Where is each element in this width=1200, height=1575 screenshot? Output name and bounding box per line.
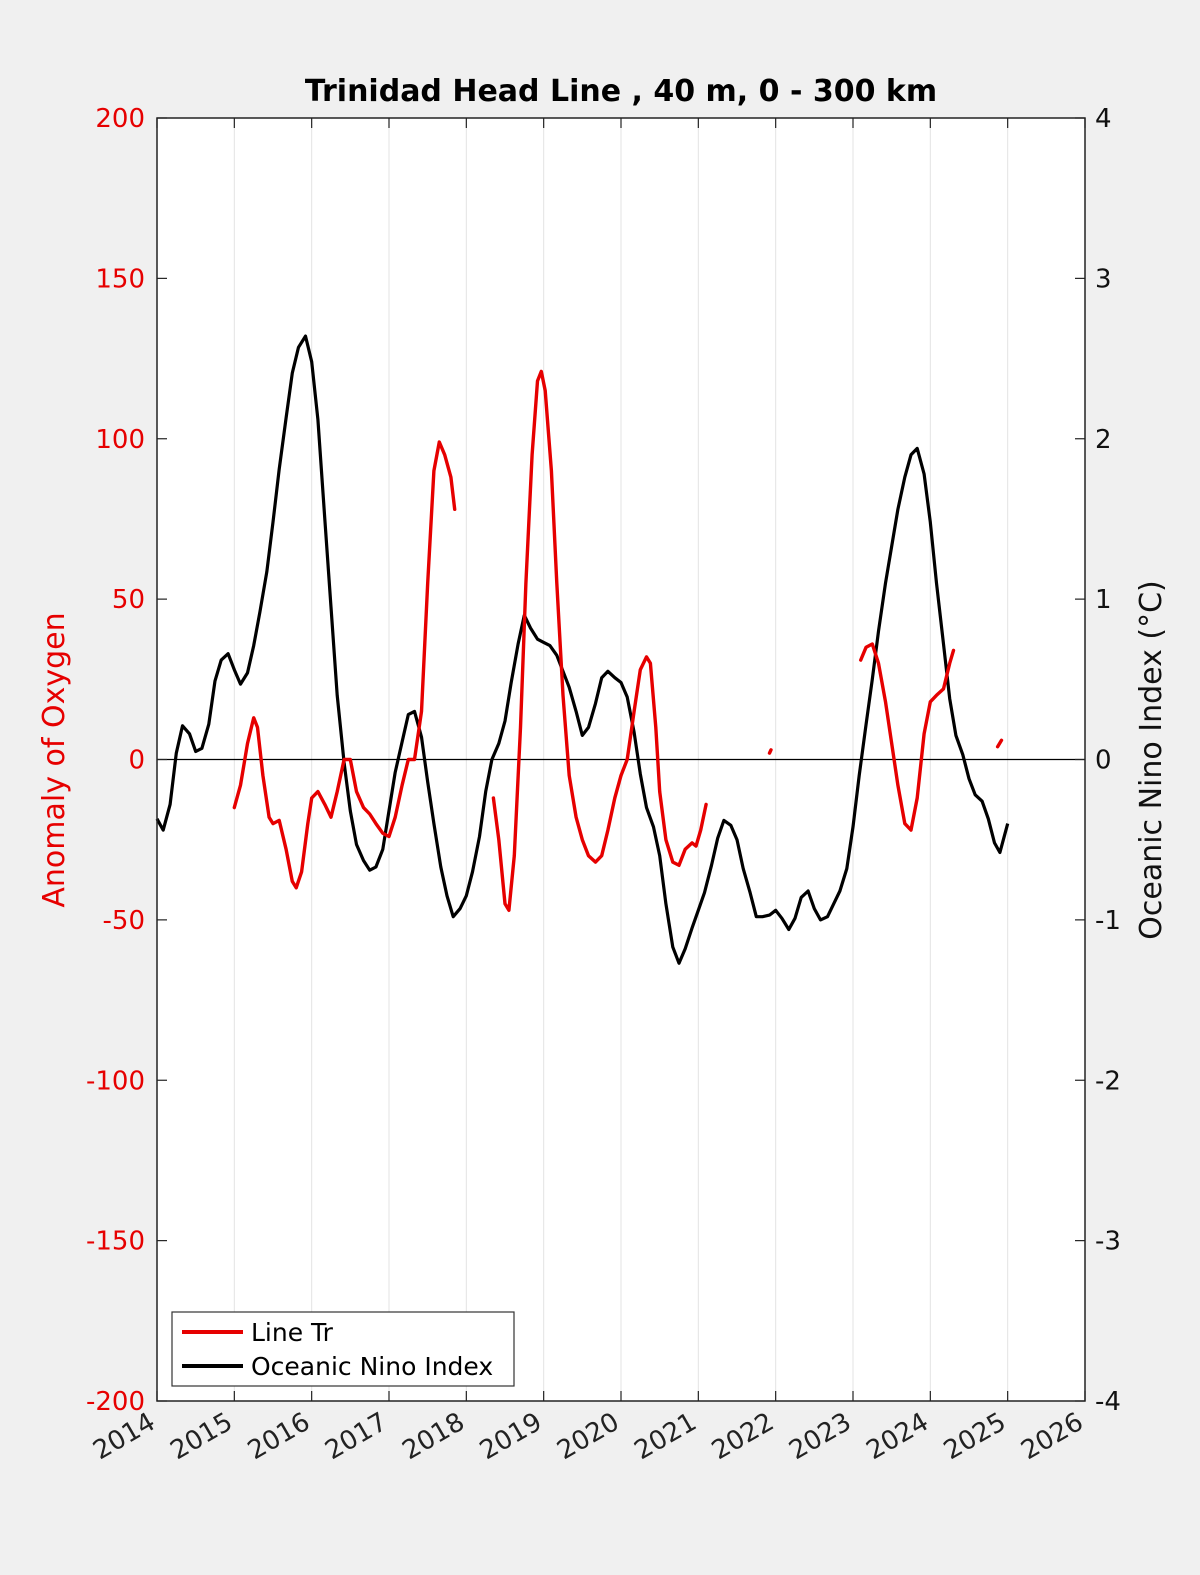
x-tick-label: 2025 <box>939 1407 1011 1466</box>
y-left-tick-label: 50 <box>112 585 145 615</box>
y-axis-left-label: Anomaly of Oxygen <box>37 612 72 907</box>
series-line-oni <box>155 334 1010 965</box>
y-left-tick-label: -200 <box>86 1387 145 1417</box>
x-tick-label: 2015 <box>166 1407 238 1466</box>
series-line-tr-segment <box>767 748 773 755</box>
y-left-tick-label: 200 <box>95 104 145 134</box>
axis-tick-labels: 2 0 1 4 2015 2016 2017 2018 2019 2020 2021 2022 2023… <box>86 104 1121 1466</box>
y-right-tick-label: 1 <box>1095 585 1112 615</box>
y-right-tick-label: -3 <box>1095 1227 1121 1257</box>
y-left-tick-label: 150 <box>95 264 145 294</box>
legend-label-oni: Oceanic Nino Index <box>251 1352 493 1381</box>
y-left-tick-label: 0 <box>128 746 145 776</box>
y-right-tick-label: 4 <box>1095 104 1112 134</box>
axis-ticks <box>156 117 1086 1402</box>
series-line-tr-segment <box>995 738 1004 749</box>
y-left-tick-label: -50 <box>103 906 145 936</box>
y-left-tick-label: -100 <box>86 1066 145 1096</box>
y-right-tick-label: -4 <box>1095 1387 1121 1417</box>
series-layer <box>155 334 1010 965</box>
x-tick-label: 2016 <box>243 1407 315 1466</box>
x-tick-label: 2024 <box>862 1407 934 1466</box>
y-right-tick-label: -2 <box>1095 1066 1121 1096</box>
y-left-tick-label: -150 <box>86 1227 145 1257</box>
x-tick-label: 2021 <box>630 1407 702 1466</box>
y-right-tick-label: 3 <box>1095 264 1112 294</box>
x-tick-label: 2023 <box>784 1407 856 1466</box>
x-tick-label: 2026 <box>1016 1407 1088 1466</box>
legend-box <box>171 1311 515 1387</box>
series-line-tr-segment <box>859 642 956 832</box>
y-right-tick-label: -1 <box>1095 906 1121 936</box>
x-tick-label: 2018 <box>398 1407 470 1466</box>
series-line-tr-segment <box>491 369 708 912</box>
legend-label-line-tr: Line Tr <box>251 1318 334 1347</box>
x-tick-label: 2022 <box>707 1407 779 1466</box>
y-right-tick-label: 2 <box>1095 425 1112 455</box>
x-tick-label: 2020 <box>552 1407 624 1466</box>
chart-title: Trinidad Head Line , 40 m, 0 - 300 km <box>305 74 937 109</box>
y-left-tick-label: 100 <box>95 425 145 455</box>
y-axis-right-label: Oceanic Nino Index (°C) <box>1134 580 1169 940</box>
x-tick-label: 2017 <box>320 1407 392 1466</box>
y-right-tick-label: 0 <box>1095 746 1112 776</box>
series-line-tr-segment <box>232 440 457 890</box>
legend: Line Tr Oceanic Nino Index <box>171 1311 515 1387</box>
x-tick-label: 2019 <box>475 1407 547 1466</box>
